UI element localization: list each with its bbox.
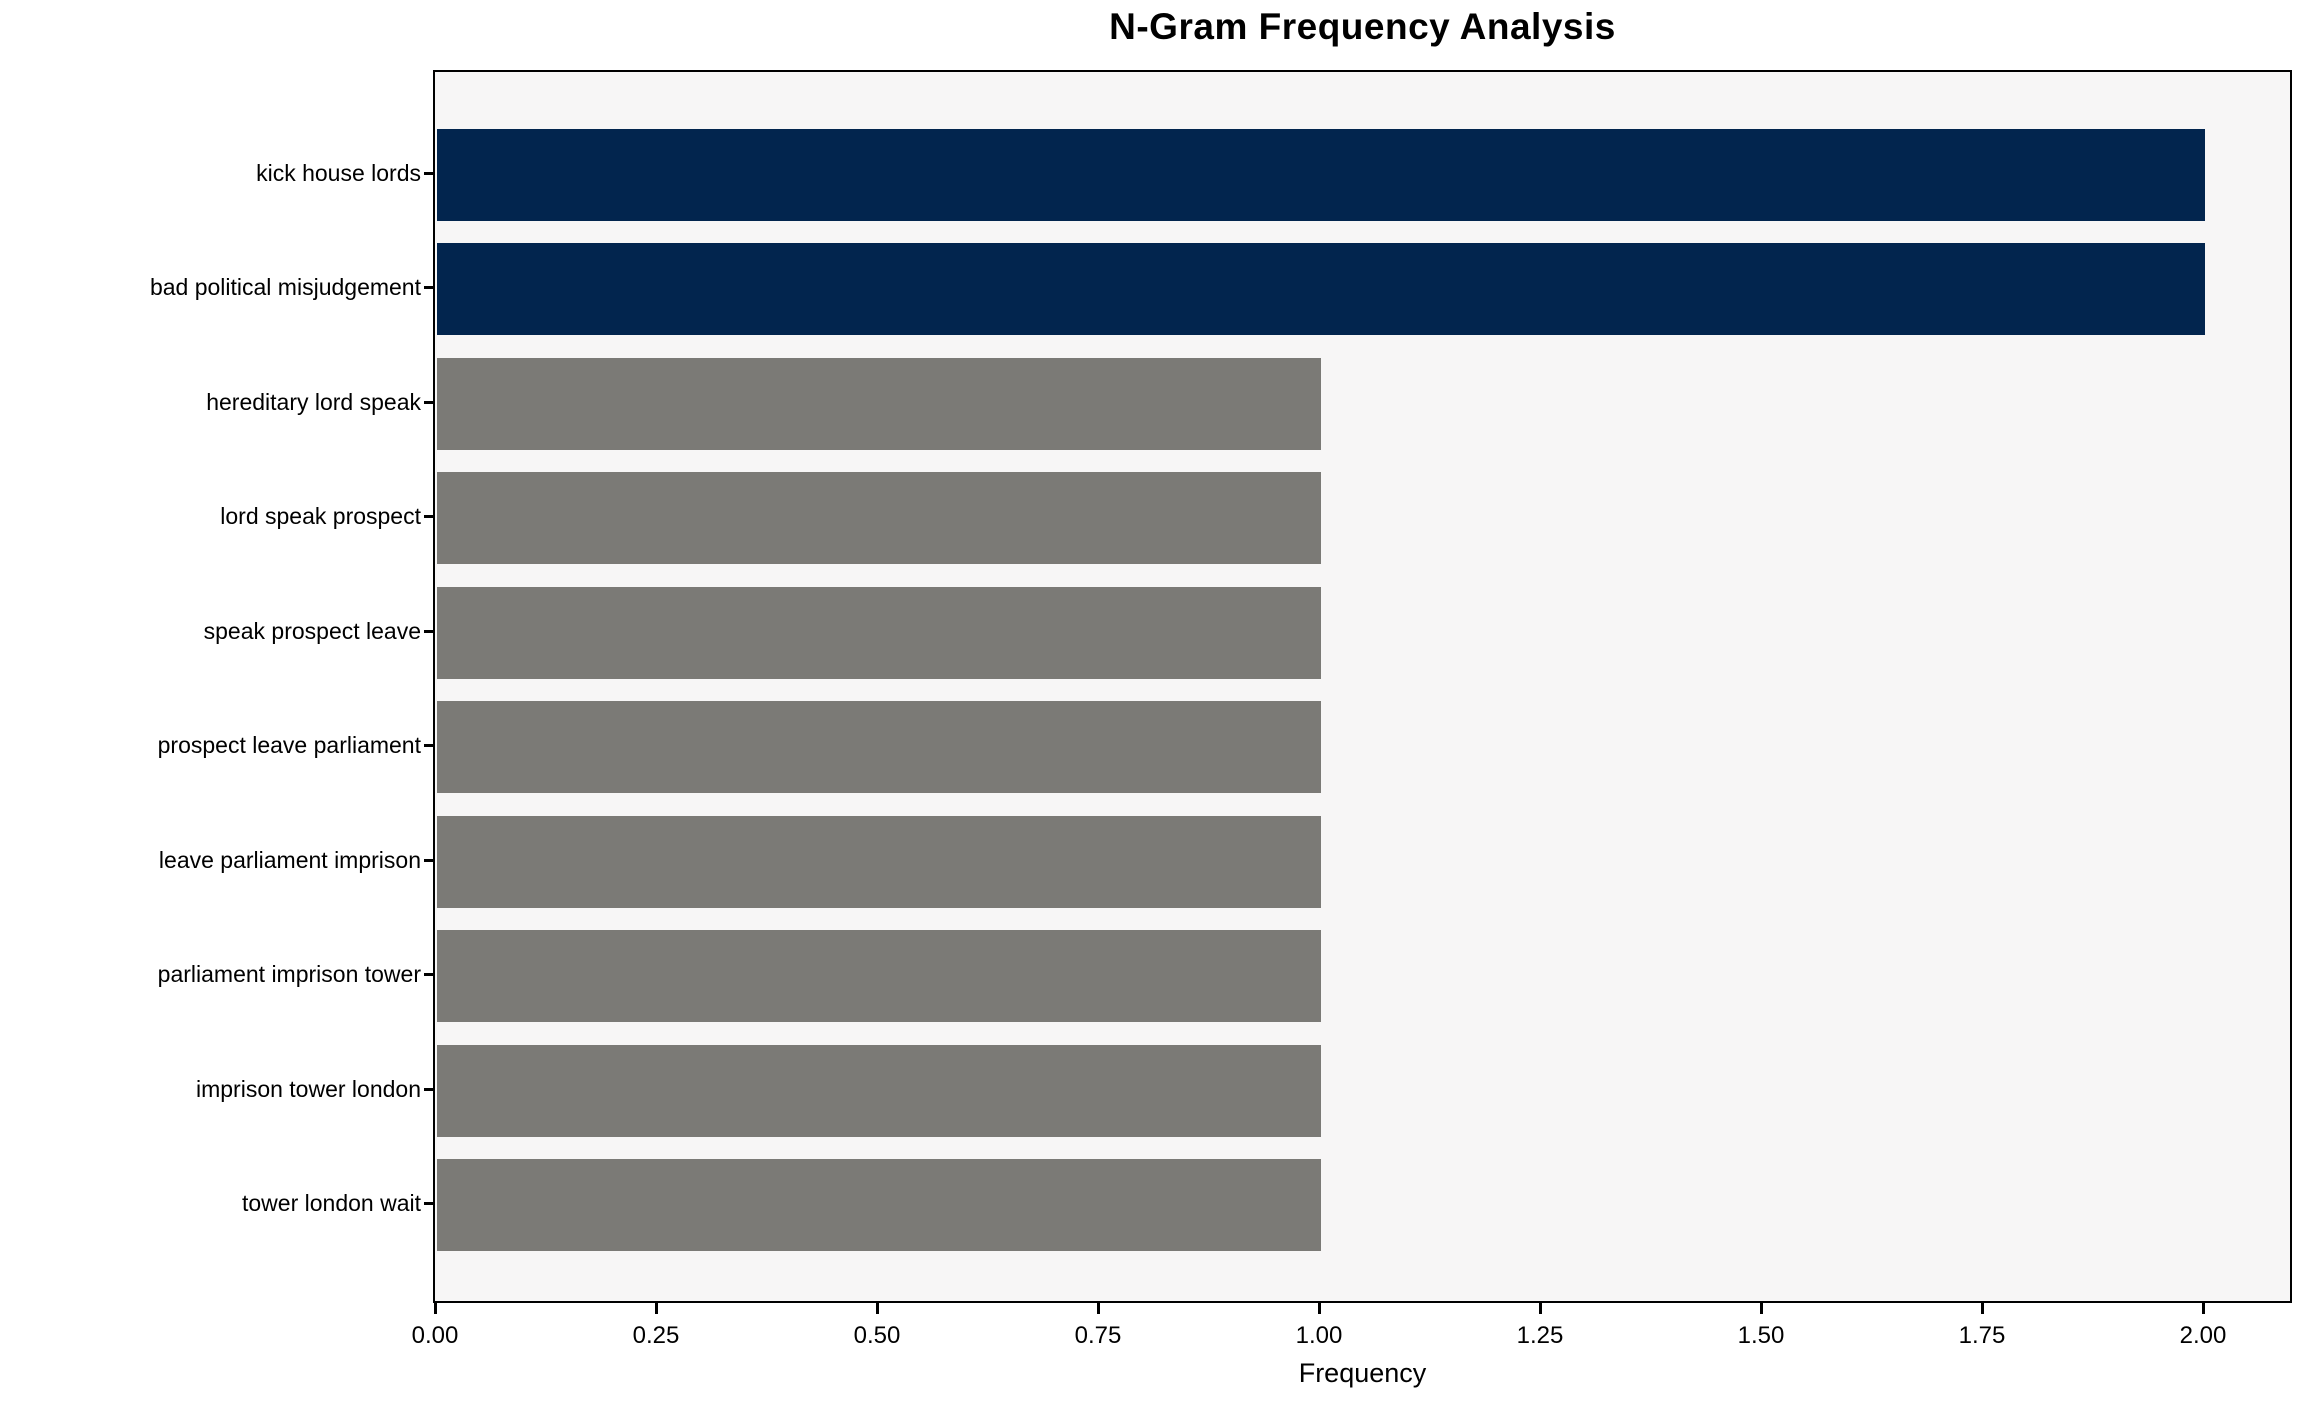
ytick-mark [424, 515, 433, 519]
xtick-mark [433, 1303, 437, 1314]
ytick-label-speak-prospect-leave: speak prospect leave [203, 617, 421, 644]
bar-lord-speak-prospect [437, 472, 1321, 565]
xtick-mark [1980, 1303, 1984, 1314]
ytick-label-hereditary-lord-speak: hereditary lord speak [206, 388, 421, 415]
bar-leave-parliament-imprison [437, 815, 1321, 908]
bar-tower-london-wait [437, 1159, 1321, 1252]
ytick-mark [424, 973, 433, 977]
xtick-mark [1317, 1303, 1321, 1314]
ytick-label-kick-house-lords: kick house lords [256, 160, 421, 186]
plot-area [433, 70, 2292, 1303]
ytick-mark [424, 400, 433, 404]
xtick-mark [654, 1303, 658, 1314]
ytick-mark [424, 172, 433, 175]
ytick-mark [424, 744, 433, 748]
ytick-mark [424, 286, 433, 290]
chart-title: N-Gram Frequency Analysis [1109, 6, 1616, 47]
ytick-label-parliament-imprison-tower: parliament imprison tower [157, 961, 421, 988]
xtick-mark [1538, 1303, 1542, 1314]
xtick-label-1.25: 1.25 [1516, 1322, 1564, 1349]
xtick-label-2.00: 2.00 [2179, 1322, 2227, 1349]
ytick-label-tower-london-wait: tower london wait [242, 1190, 421, 1217]
xtick-label-1.00: 1.00 [1295, 1322, 1343, 1349]
bar-hereditary-lord-speak [437, 357, 1321, 450]
xtick-mark [2201, 1303, 2205, 1314]
bar-bad-political-misjudgement [437, 243, 2205, 336]
xtick-label-1.75: 1.75 [1958, 1322, 2006, 1349]
xtick-mark [875, 1303, 879, 1314]
xtick-mark [1759, 1303, 1763, 1314]
ytick-label-bad-political-misjudgement: bad political misjudgement [149, 274, 421, 301]
ytick-mark [424, 1202, 433, 1206]
ytick-label-imprison-tower-london: imprison tower london [195, 1075, 421, 1102]
bar-imprison-tower-london [437, 1044, 1321, 1137]
bar-parliament-imprison-tower [437, 930, 1321, 1023]
xtick-label-0.25: 0.25 [632, 1322, 680, 1349]
bar-speak-prospect-leave [437, 586, 1321, 679]
ytick-label-leave-parliament-imprison: leave parliament imprison [158, 846, 421, 873]
ytick-mark [424, 858, 433, 862]
x-axis-label: Frequency [1298, 1358, 1427, 1388]
bar-kick-house-lords [437, 129, 2205, 221]
ytick-mark [424, 1087, 433, 1091]
bar-prospect-leave-parliament [437, 701, 1321, 794]
ytick-label-lord-speak-prospect: lord speak prospect [220, 503, 421, 530]
xtick-mark [1096, 1303, 1100, 1314]
xtick-label-0.00: 0.00 [411, 1322, 459, 1349]
xtick-label-0.50: 0.50 [853, 1322, 901, 1349]
ytick-label-prospect-leave-parliament: prospect leave parliament [157, 732, 421, 759]
xtick-label-0.75: 0.75 [1074, 1322, 1122, 1349]
ytick-mark [424, 629, 433, 633]
xtick-label-1.50: 1.50 [1737, 1322, 1785, 1349]
